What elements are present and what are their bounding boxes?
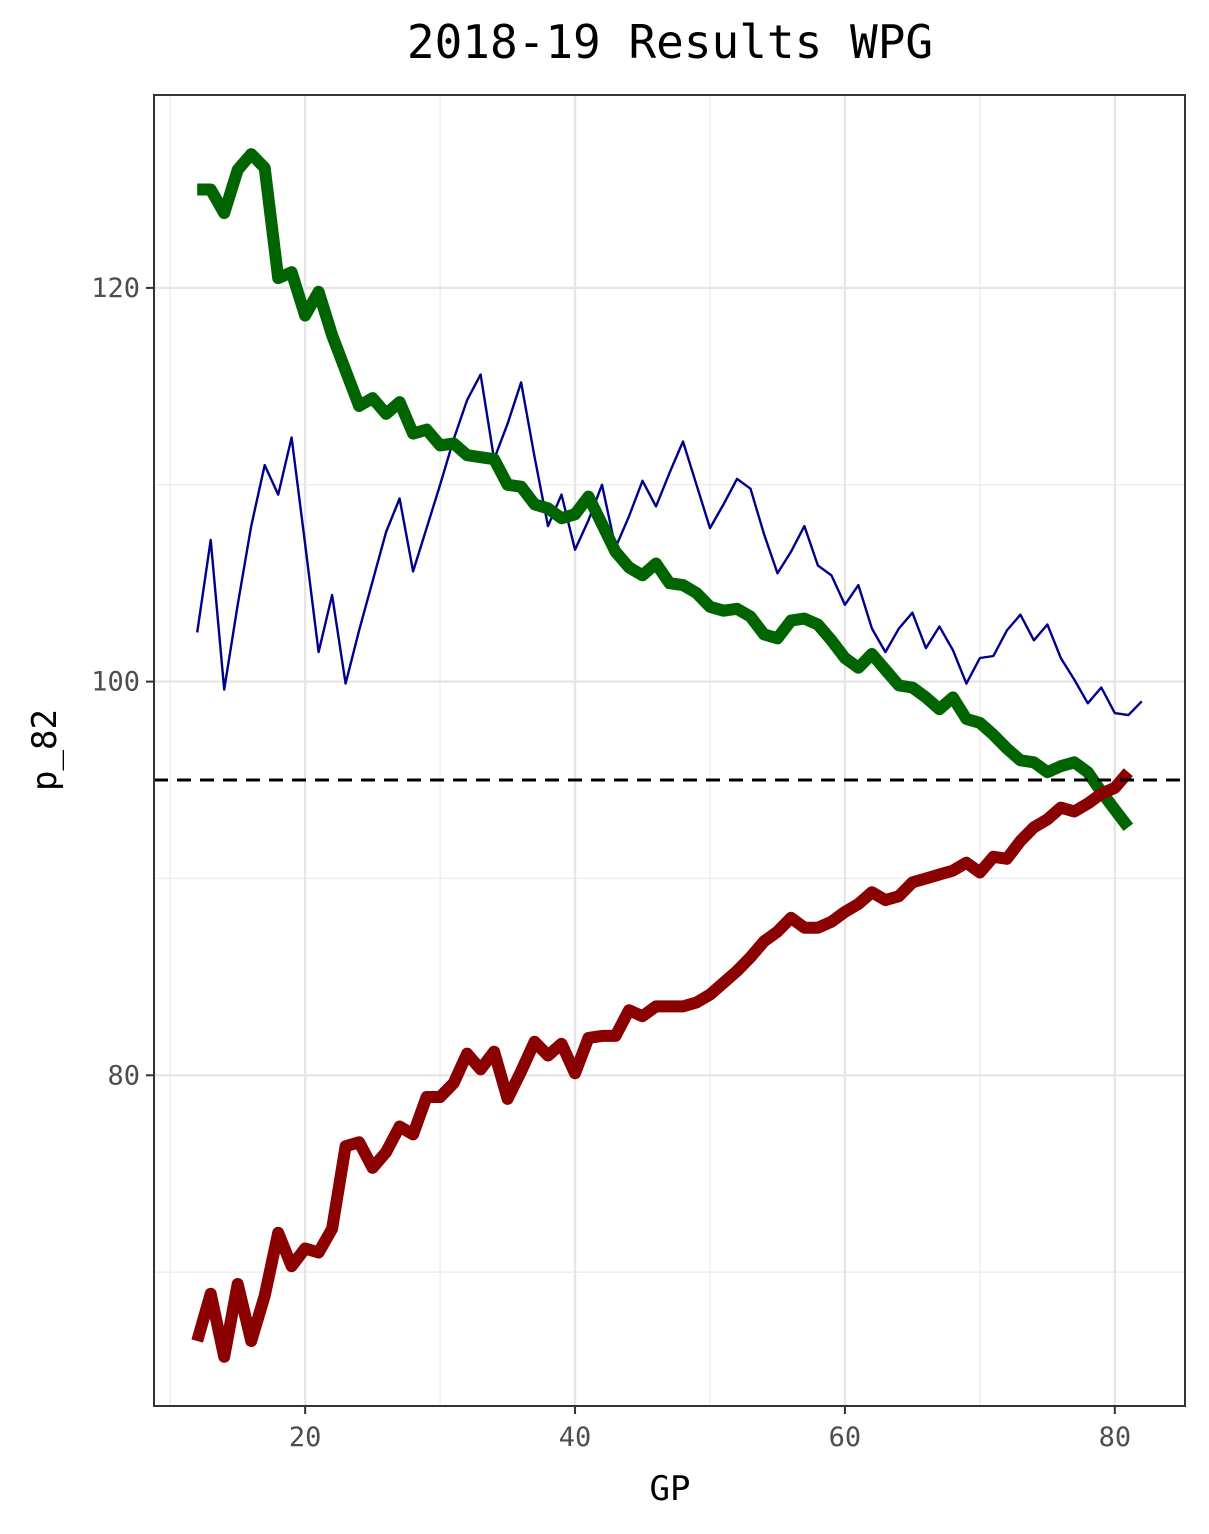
series-line-3 — [191, 768, 1133, 1363]
chart-title: 2018-19 Results WPG — [407, 15, 933, 69]
plot-background — [154, 95, 1185, 1406]
grid — [154, 95, 1185, 1406]
x-tick-label: 40 — [559, 1422, 592, 1453]
series-line-2 — [197, 148, 1134, 831]
y-tick-label: 100 — [91, 667, 140, 698]
series-line-1 — [196, 373, 1143, 717]
x-tick-label: 20 — [289, 1422, 322, 1453]
x-tick-label: 60 — [829, 1422, 862, 1453]
y-tick-label: 80 — [107, 1060, 140, 1091]
x-tick-label: 80 — [1099, 1422, 1132, 1453]
y-axis: 80 100 120 — [91, 273, 154, 1091]
x-axis: 20 40 60 80 — [289, 1406, 1131, 1453]
y-tick-label: 120 — [91, 273, 140, 304]
series-layer — [191, 148, 1143, 1363]
x-axis-label: GP — [650, 1469, 691, 1509]
plot-area — [153, 94, 1186, 1407]
y-axis-label: p_82 — [25, 709, 65, 791]
plot-border — [153, 94, 1186, 1407]
